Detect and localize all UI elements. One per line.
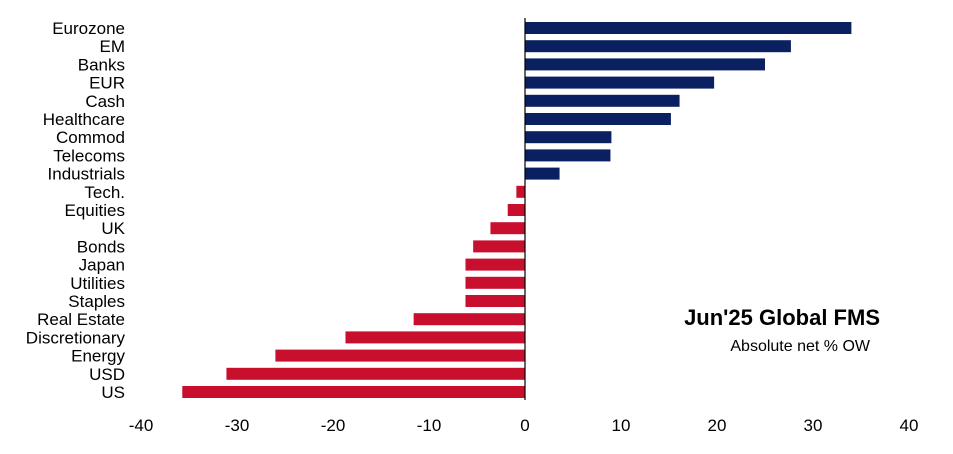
bar-usd <box>226 367 525 380</box>
bar-equities <box>507 204 525 216</box>
category-label: Real Estate <box>37 310 125 329</box>
bar-real-estate <box>413 313 525 326</box>
x-tick-label: -30 <box>225 416 250 435</box>
bar-industrials <box>525 167 560 180</box>
category-label: Tech. <box>84 183 125 202</box>
bar-eur <box>525 76 715 89</box>
bar-staples <box>465 295 525 307</box>
category-label: Telecoms <box>53 146 125 165</box>
x-tick-labels: -40 -30 -20 -10 0 10 20 30 40 <box>129 416 919 435</box>
category-label: Discretionary <box>26 328 126 347</box>
category-label: Commod <box>56 128 125 147</box>
x-tick-label: 10 <box>612 416 631 435</box>
bar-em <box>525 40 791 53</box>
category-label: Banks <box>78 55 125 74</box>
bar-tech <box>516 185 525 198</box>
chart-subtitle: Absolute net % OW <box>730 338 870 355</box>
bar-us <box>182 386 525 398</box>
bars-group <box>182 22 852 398</box>
category-label: Utilities <box>70 274 125 293</box>
bar-utilities <box>465 276 525 289</box>
category-labels: EurozoneEMBanksEURCashHealthcareCommodTe… <box>26 19 126 402</box>
bar-banks <box>525 58 765 71</box>
bar-healthcare <box>525 113 671 125</box>
category-label: Staples <box>68 292 125 311</box>
category-label: Eurozone <box>52 19 125 38</box>
category-label: EUR <box>89 74 125 93</box>
category-label: US <box>101 383 125 402</box>
x-tick-label: -10 <box>417 416 442 435</box>
category-label: Japan <box>79 256 125 275</box>
bar-eurozone <box>525 22 852 34</box>
bar-japan <box>465 258 525 271</box>
x-tick-label: 40 <box>900 416 919 435</box>
bar-commod <box>525 131 612 144</box>
x-tick-label: -20 <box>321 416 346 435</box>
bar-cash <box>525 94 680 107</box>
x-tick-label: 20 <box>708 416 727 435</box>
category-label: Cash <box>85 92 125 111</box>
bar-bonds <box>473 240 525 253</box>
category-label: Energy <box>71 347 125 366</box>
bar-uk <box>490 222 525 235</box>
category-label: Equities <box>65 201 125 220</box>
category-label: Industrials <box>48 165 125 184</box>
category-label: Healthcare <box>43 110 125 129</box>
chart-title: Jun'25 Global FMS <box>684 305 880 330</box>
bar-telecoms <box>525 149 611 162</box>
bar-discretionary <box>345 331 525 344</box>
category-label: EM <box>100 37 126 56</box>
category-label: UK <box>101 219 125 238</box>
x-tick-label: 30 <box>804 416 823 435</box>
bar-energy <box>275 349 525 362</box>
category-label: USD <box>89 365 125 384</box>
category-label: Bonds <box>77 237 125 256</box>
x-tick-label: -40 <box>129 416 154 435</box>
x-tick-label: 0 <box>520 416 529 435</box>
